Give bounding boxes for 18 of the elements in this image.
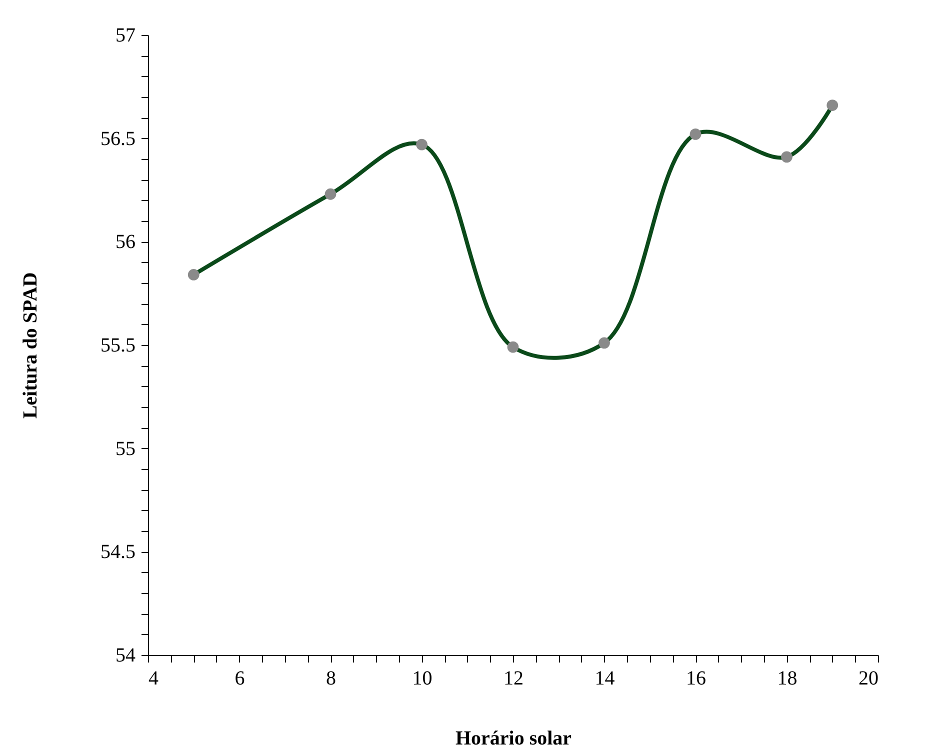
x-tick-label: 14 (594, 668, 615, 690)
x-tick-label: 16 (686, 668, 706, 690)
y-tick-label: 55 (116, 438, 136, 460)
y-tick-label: 54 (116, 644, 136, 666)
y-tick-label: 57 (116, 24, 136, 46)
y-tick-label: 55.5 (100, 334, 136, 356)
x-tick-label: 6 (234, 668, 245, 690)
x-tick-label: 20 (858, 668, 878, 690)
x-tick-label: 10 (412, 668, 432, 690)
x-tick-label: 12 (504, 668, 524, 690)
x-tick-label: 4 (148, 668, 158, 690)
y-axis-title: Leitura do SPAD (20, 272, 42, 419)
x-tick-label: 8 (326, 668, 336, 690)
y-tick-label: 56 (116, 231, 136, 254)
x-tick-label: 18 (777, 668, 798, 690)
x-axis-title: Horário solar (455, 728, 572, 750)
y-tick-label: 56.5 (100, 128, 136, 150)
y-tick-label: 54.5 (100, 541, 136, 564)
